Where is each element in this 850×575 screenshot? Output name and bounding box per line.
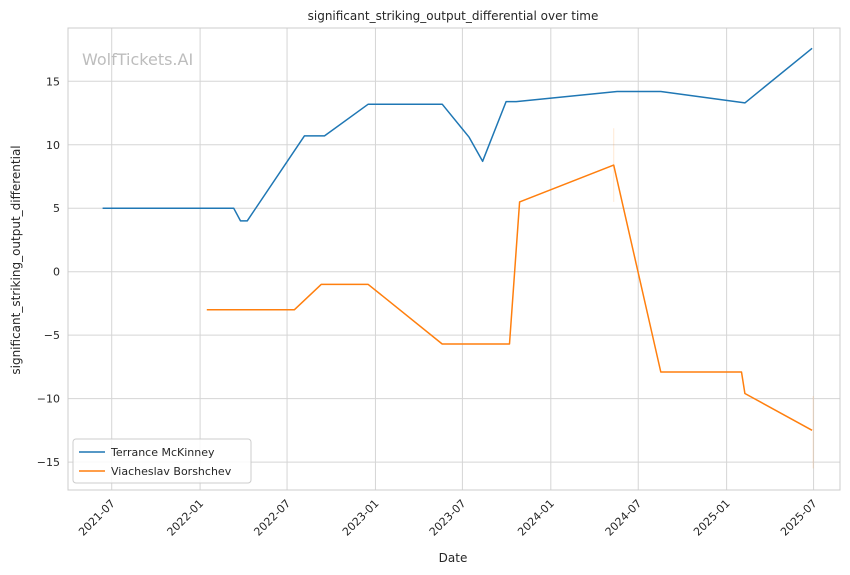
x-tick-label: 2023-01 bbox=[340, 497, 382, 539]
grid-lines bbox=[68, 28, 840, 490]
x-axis-title: Date bbox=[439, 551, 468, 565]
y-tick-label: 10 bbox=[46, 139, 60, 152]
x-tick-label: 2025-07 bbox=[778, 497, 820, 539]
series-line-0 bbox=[102, 47, 813, 222]
x-tick-label: 2022-01 bbox=[165, 497, 207, 539]
y-tick-labels: 15 10 5 0 −5 −10 −15 bbox=[37, 75, 60, 469]
y-tick-label: −15 bbox=[37, 456, 60, 469]
x-tick-label: 2021-07 bbox=[76, 497, 118, 539]
y-tick-label: 15 bbox=[46, 75, 60, 88]
y-tick-label: 5 bbox=[53, 202, 60, 215]
y-axis-title: significant_striking_output_differential bbox=[9, 145, 23, 374]
y-tick-label: 0 bbox=[53, 266, 60, 279]
x-tick-label: 2023-07 bbox=[427, 497, 469, 539]
chart-title: significant_striking_output_differential… bbox=[308, 9, 599, 23]
watermark: WolfTickets.AI bbox=[82, 50, 193, 69]
legend-box bbox=[72, 438, 252, 484]
y-tick-label: −5 bbox=[44, 329, 60, 342]
y-tick-label: −10 bbox=[37, 393, 60, 406]
series-lines bbox=[102, 47, 813, 431]
x-tick-labels: 2021-07 2022-01 2022-07 2023-01 2023-07 2024-… bbox=[76, 497, 820, 539]
x-tick-label: 2025-01 bbox=[691, 497, 733, 539]
series-line-1 bbox=[206, 164, 813, 431]
plot-frame bbox=[67, 27, 841, 491]
legend-label: Viacheslav Borshchev bbox=[111, 465, 232, 478]
x-tick-label: 2022-07 bbox=[251, 497, 293, 539]
legend: Terrance McKinney Viacheslav Borshchev bbox=[72, 438, 252, 484]
legend-label: Terrance McKinney bbox=[110, 446, 215, 459]
x-tick-label: 2024-07 bbox=[603, 497, 645, 539]
x-tick-label: 2024-01 bbox=[515, 497, 557, 539]
